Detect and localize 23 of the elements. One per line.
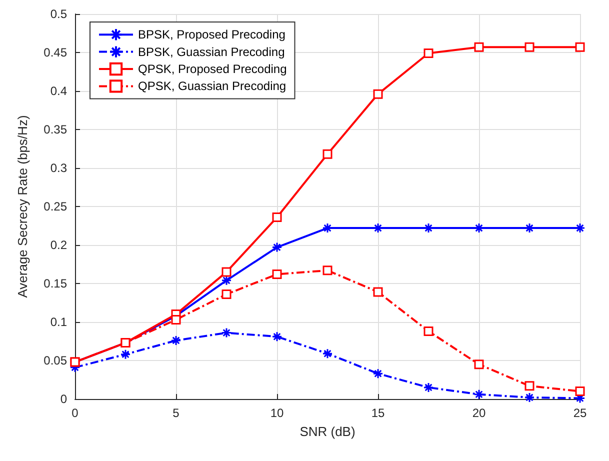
x-tick-label: 0 (72, 406, 79, 420)
y-axis-title: Average Secrecy Rate (bps/Hz) (15, 115, 30, 298)
y-tick-label: 0.25 (44, 200, 68, 214)
legend-label: BPSK, Guassian Precoding (138, 44, 285, 59)
x-tick-label: 25 (573, 406, 587, 420)
x-tick-label: 10 (270, 406, 284, 420)
x-tick-label: 15 (371, 406, 385, 420)
legend-label: BPSK, Proposed Precoding (138, 28, 286, 42)
x-tick-label: 20 (472, 406, 486, 420)
x-axis-title: SNR (dB) (300, 424, 356, 439)
y-tick-label: 0.3 (50, 161, 68, 175)
y-tick-label: 0.45 (44, 46, 68, 60)
y-tick-label: 0.4 (50, 84, 68, 98)
legend-label: QPSK, Proposed Precoding (138, 62, 287, 76)
y-tick-label: 0.5 (50, 7, 68, 21)
y-tick-label: 0.35 (44, 122, 68, 136)
y-tick-label: 0.1 (50, 315, 68, 329)
y-tick-label: 0.05 (44, 354, 68, 368)
y-tick-label: 0.15 (44, 276, 68, 290)
x-tick-label: 5 (172, 406, 180, 420)
legend-label: QPSK, Guassian Precoding (138, 79, 286, 94)
y-tick-label: 0 (60, 392, 68, 406)
y-tick-label: 0.2 (50, 238, 68, 252)
